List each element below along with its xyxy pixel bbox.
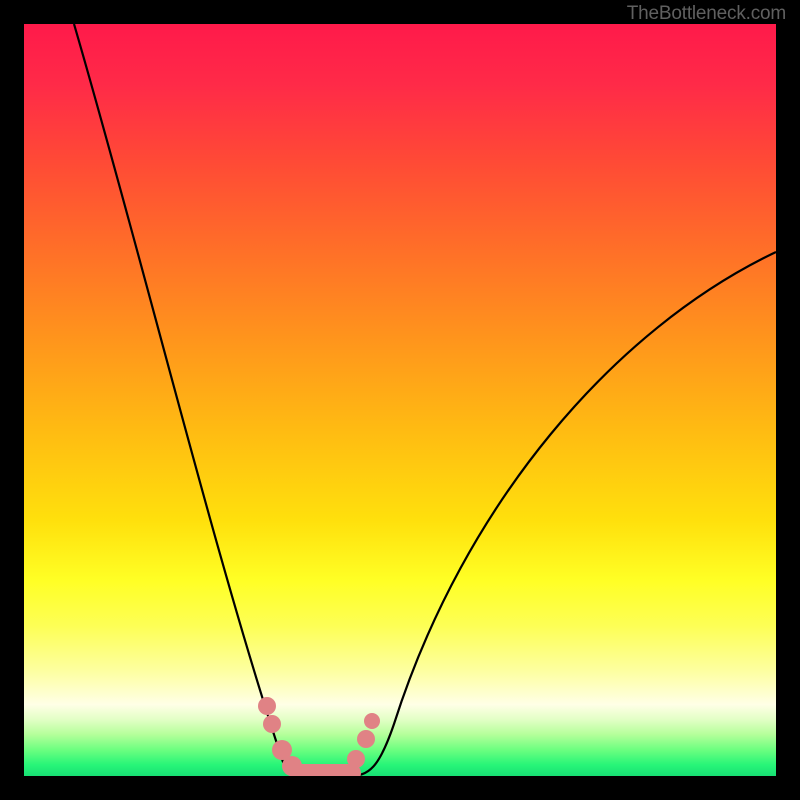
data-marker	[282, 756, 302, 776]
curve-layer	[24, 24, 776, 776]
data-marker	[364, 713, 380, 729]
data-marker	[263, 715, 281, 733]
data-marker	[347, 750, 365, 768]
plot-area	[24, 24, 776, 776]
data-marker	[258, 697, 276, 715]
data-marker	[357, 730, 375, 748]
watermark-text: TheBottleneck.com	[627, 3, 786, 25]
right-curve	[349, 252, 776, 776]
left-curve	[74, 24, 309, 776]
